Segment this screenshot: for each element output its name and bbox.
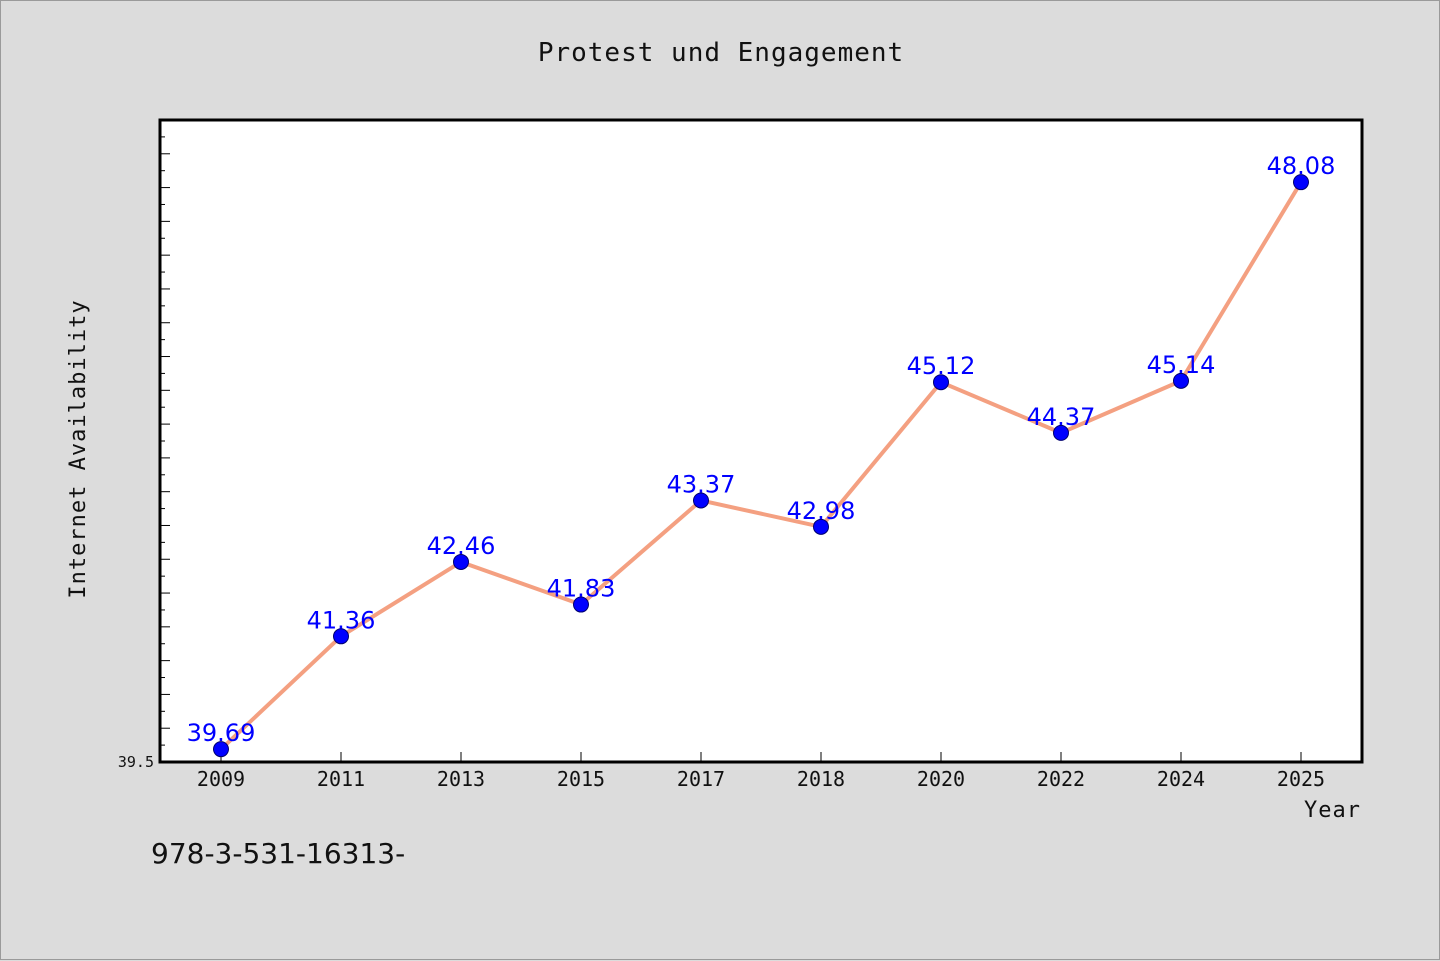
chart-title: Protest und Engagement — [538, 38, 904, 68]
series-markers — [213, 174, 1309, 758]
x-tick-label: 2024 — [1157, 767, 1205, 791]
data-label: 45.14 — [1147, 351, 1216, 379]
data-point — [1293, 174, 1309, 191]
data-point — [1173, 372, 1189, 389]
x-tick-label: 2009 — [197, 767, 245, 791]
data-point — [213, 741, 229, 758]
x-axis-label: Year — [1304, 798, 1361, 823]
y-axis-label: Internet Availability — [66, 299, 91, 598]
y-tick-label: 39.5 — [118, 753, 154, 771]
x-tick-labels: 2009 2011 2013 2015 2017 2018 2020 2022 2024 2025 — [197, 767, 1325, 791]
data-label: 43.37 — [667, 470, 736, 498]
data-point — [693, 492, 709, 509]
footer-code: 978-3-531-16313- — [151, 837, 405, 870]
data-label: 39.69 — [187, 719, 256, 747]
data-point — [453, 553, 469, 570]
data-label: 44.37 — [1027, 403, 1096, 431]
y-axis-ticks — [160, 119, 170, 763]
series-data-labels: 39.69 41.36 42.46 41.83 43.37 42.98 45.12 44.37… — [187, 152, 1336, 747]
x-tick-label: 2025 — [1277, 767, 1325, 791]
data-label: 45.12 — [907, 352, 976, 380]
data-label: 42.98 — [787, 497, 856, 525]
data-point — [1053, 424, 1069, 441]
x-axis-ticks — [220, 752, 1302, 762]
data-label: 41.83 — [547, 575, 616, 603]
plot-area — [158, 118, 1364, 764]
data-point — [933, 374, 949, 391]
data-point — [333, 628, 349, 645]
data-label: 41.36 — [307, 606, 376, 634]
x-tick-label: 2018 — [797, 767, 845, 791]
x-tick-label: 2011 — [317, 767, 365, 791]
series-line — [219, 181, 1303, 751]
x-tick-label: 2020 — [917, 767, 965, 791]
series-line-layer — [219, 181, 1303, 751]
x-tick-label: 2013 — [437, 767, 485, 791]
x-tick-label: 2015 — [557, 767, 605, 791]
x-tick-label: 2017 — [677, 767, 725, 791]
data-label: 42.46 — [427, 532, 496, 560]
data-point — [573, 596, 589, 613]
data-label: 48.08 — [1267, 152, 1336, 180]
x-tick-label: 2022 — [1037, 767, 1085, 791]
data-point — [813, 518, 829, 535]
